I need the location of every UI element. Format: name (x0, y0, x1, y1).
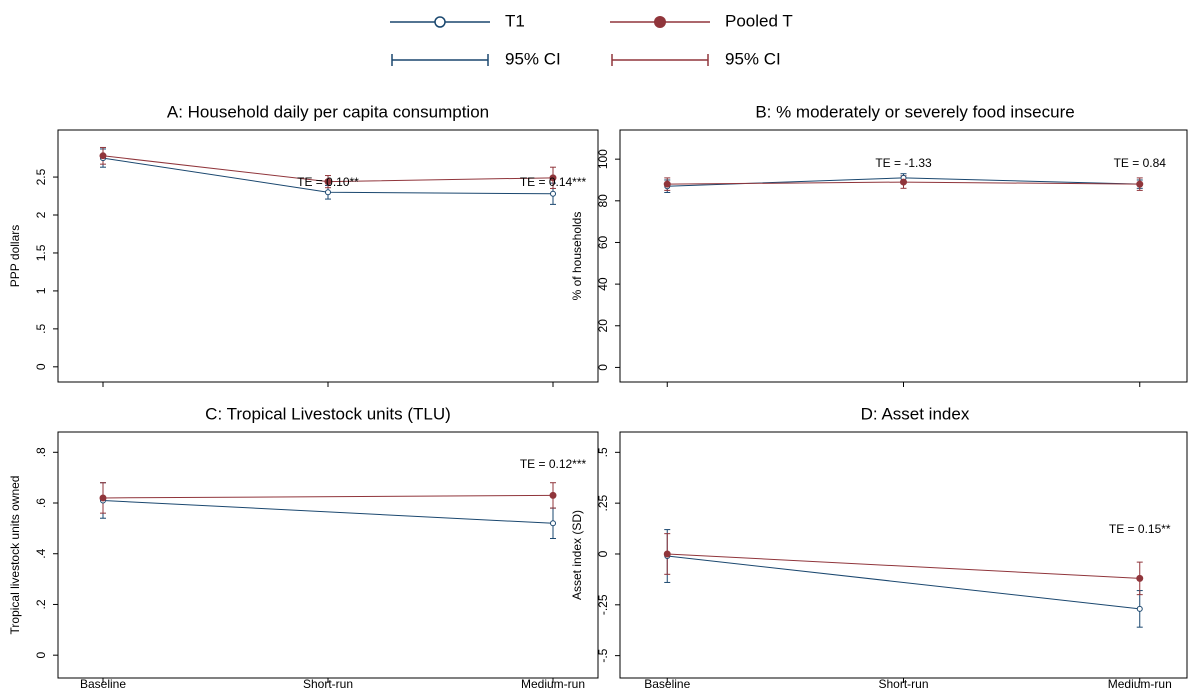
y-tick-label: .4 (34, 548, 48, 558)
y-tick-label: 20 (596, 319, 610, 333)
annotation: TE = 0.12*** (520, 457, 587, 471)
point (1136, 574, 1144, 582)
point (1136, 180, 1144, 188)
legend-label: T1 (505, 11, 525, 30)
y-tick-label: 2.5 (34, 168, 48, 185)
x-tick-label: Short-run (303, 677, 353, 690)
y-tick-label: .5 (34, 324, 48, 334)
legend-label: Pooled T (725, 11, 793, 30)
y-tick-label: .5 (596, 447, 610, 457)
y-axis-title: PPP dollars (8, 225, 22, 287)
y-tick-label: 1.5 (34, 244, 48, 261)
y-axis-title: Tropical livestock units owned (8, 476, 22, 635)
y-tick-label: 100 (596, 149, 610, 169)
annotation: TE = 0.15** (1109, 522, 1171, 536)
legend-marker (434, 16, 446, 28)
legend-marker (654, 16, 666, 28)
series-line (667, 553, 1140, 579)
annotation: TE = 0.84 (1114, 156, 1167, 170)
x-tick-label: Short-run (878, 677, 928, 690)
y-tick-label: 0 (34, 652, 48, 659)
series-line (102, 494, 554, 499)
x-tick-label: Medium-run (521, 677, 585, 690)
point (550, 520, 556, 527)
panel-title: A: Household daily per capita consumptio… (167, 102, 489, 121)
y-tick-label: -.25 (596, 594, 610, 615)
y-tick-label: 1 (34, 287, 48, 294)
point (663, 180, 671, 188)
x-tick-label: Baseline (644, 677, 690, 690)
series-line (102, 499, 554, 524)
panel-title: B: % moderately or severely food insecur… (755, 102, 1074, 121)
point (550, 190, 556, 197)
legend-label: 95% CI (505, 49, 561, 68)
point (325, 189, 331, 196)
point (324, 178, 332, 186)
annotation: TE = 0.14*** (520, 175, 587, 189)
point (900, 178, 907, 186)
legend-label: 95% CI (725, 49, 781, 68)
point (663, 550, 671, 558)
y-tick-label: 0 (596, 364, 610, 371)
y-tick-label: 0 (596, 550, 610, 557)
y-tick-label: 40 (596, 277, 610, 291)
point (549, 174, 557, 182)
y-axis-title: % of households (570, 212, 584, 301)
y-tick-label: .2 (34, 599, 48, 609)
series-line (667, 555, 1140, 610)
point (1136, 605, 1143, 612)
panel-title: D: Asset index (861, 404, 970, 423)
y-axis-title: Asset index (SD) (570, 510, 584, 600)
x-tick-label: Baseline (80, 677, 126, 690)
y-tick-label: 2 (34, 211, 48, 218)
y-tick-label: .6 (34, 498, 48, 508)
y-tick-label: -.5 (596, 648, 610, 662)
annotation: TE = -1.33 (875, 156, 932, 170)
annotation: TE = 0.10** (297, 175, 359, 189)
y-tick-label: 0 (34, 363, 48, 370)
point (549, 491, 557, 499)
panel-title: C: Tropical Livestock units (TLU) (205, 404, 451, 423)
y-tick-label: .8 (34, 447, 48, 457)
y-tick-label: .25 (596, 494, 610, 511)
y-tick-label: 60 (596, 235, 610, 249)
point (99, 152, 107, 160)
x-tick-label: Medium-run (1108, 677, 1172, 690)
y-tick-label: 80 (596, 194, 610, 208)
point (99, 494, 107, 502)
